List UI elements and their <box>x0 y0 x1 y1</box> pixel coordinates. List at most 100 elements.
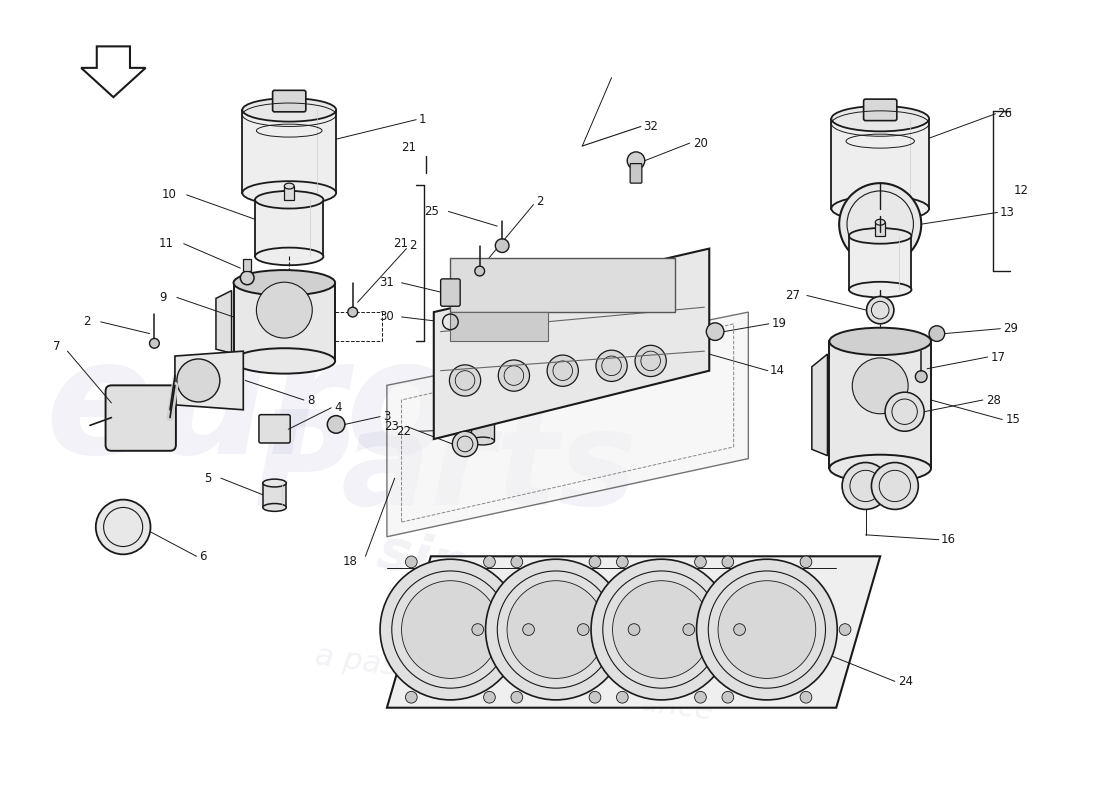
Ellipse shape <box>829 454 931 482</box>
Ellipse shape <box>233 348 336 374</box>
Text: 4: 4 <box>334 402 342 414</box>
Bar <box>829 342 931 468</box>
Ellipse shape <box>255 248 323 265</box>
Polygon shape <box>812 354 827 456</box>
Circle shape <box>485 559 626 700</box>
Text: 22: 22 <box>396 425 411 438</box>
Circle shape <box>512 556 522 568</box>
Bar <box>450 312 548 342</box>
Text: 5: 5 <box>204 472 211 485</box>
Circle shape <box>843 462 889 510</box>
Text: 19: 19 <box>772 318 786 330</box>
Bar <box>255 200 323 257</box>
Text: Parts: Parts <box>253 405 638 532</box>
Circle shape <box>484 691 495 703</box>
Circle shape <box>381 559 520 700</box>
Text: 30: 30 <box>379 310 394 323</box>
Circle shape <box>627 152 645 170</box>
Circle shape <box>348 307 358 317</box>
Circle shape <box>484 556 495 568</box>
Circle shape <box>722 556 734 568</box>
Text: 24: 24 <box>898 675 913 688</box>
Circle shape <box>96 500 151 554</box>
Circle shape <box>706 323 724 341</box>
Text: 28: 28 <box>986 394 1001 406</box>
Circle shape <box>596 350 627 382</box>
Text: 23: 23 <box>384 420 398 433</box>
Circle shape <box>696 559 837 700</box>
Text: 2: 2 <box>409 239 417 252</box>
Text: 27: 27 <box>785 289 800 302</box>
Ellipse shape <box>471 416 494 423</box>
FancyBboxPatch shape <box>441 279 460 306</box>
Ellipse shape <box>471 437 494 445</box>
Circle shape <box>406 691 417 703</box>
Circle shape <box>867 297 894 324</box>
Circle shape <box>512 691 522 703</box>
Polygon shape <box>433 249 710 439</box>
Circle shape <box>734 624 746 635</box>
Ellipse shape <box>242 181 337 205</box>
Ellipse shape <box>284 183 294 189</box>
Circle shape <box>591 559 732 700</box>
Polygon shape <box>387 556 880 708</box>
Ellipse shape <box>876 219 886 225</box>
Circle shape <box>839 624 851 635</box>
Circle shape <box>722 691 734 703</box>
Circle shape <box>256 282 312 338</box>
Text: 21: 21 <box>394 238 408 250</box>
Circle shape <box>886 392 924 431</box>
Ellipse shape <box>242 98 337 122</box>
Text: 2: 2 <box>537 195 543 208</box>
Text: 26: 26 <box>998 107 1012 120</box>
Text: 14: 14 <box>770 364 784 377</box>
Circle shape <box>402 581 499 678</box>
FancyBboxPatch shape <box>106 386 176 450</box>
Bar <box>284 186 294 200</box>
Circle shape <box>590 691 601 703</box>
FancyBboxPatch shape <box>864 99 896 121</box>
Circle shape <box>328 416 345 434</box>
Ellipse shape <box>849 228 912 244</box>
Text: 8: 8 <box>307 394 315 406</box>
Circle shape <box>578 624 590 635</box>
Circle shape <box>498 360 529 391</box>
Ellipse shape <box>832 196 930 222</box>
Bar <box>243 259 251 271</box>
Circle shape <box>495 239 509 253</box>
Circle shape <box>683 624 694 635</box>
Circle shape <box>839 183 921 265</box>
Ellipse shape <box>832 106 930 131</box>
Circle shape <box>241 271 254 285</box>
Circle shape <box>635 346 667 377</box>
Text: 32: 32 <box>642 120 658 133</box>
Circle shape <box>628 624 640 635</box>
Bar <box>233 282 336 361</box>
Circle shape <box>915 370 927 382</box>
Circle shape <box>150 338 160 348</box>
Bar <box>471 419 494 441</box>
Text: 21: 21 <box>402 142 416 154</box>
Text: 1: 1 <box>419 113 427 126</box>
Polygon shape <box>387 312 748 537</box>
Ellipse shape <box>263 479 286 487</box>
Circle shape <box>800 556 812 568</box>
Text: 6: 6 <box>199 550 207 562</box>
Circle shape <box>871 462 918 510</box>
Circle shape <box>450 365 481 396</box>
Bar <box>242 110 337 193</box>
Text: 11: 11 <box>158 238 174 250</box>
Text: 31: 31 <box>378 276 394 290</box>
Polygon shape <box>81 46 145 97</box>
Text: 25: 25 <box>424 205 439 218</box>
Ellipse shape <box>849 282 912 298</box>
Circle shape <box>852 358 909 414</box>
FancyBboxPatch shape <box>630 164 642 183</box>
Text: a passion for performance: a passion for performance <box>312 641 715 726</box>
Text: 20: 20 <box>693 137 707 150</box>
Polygon shape <box>175 351 243 410</box>
Circle shape <box>177 359 220 402</box>
Bar <box>263 483 286 507</box>
Text: 2: 2 <box>84 315 91 328</box>
Text: 18: 18 <box>343 554 358 568</box>
